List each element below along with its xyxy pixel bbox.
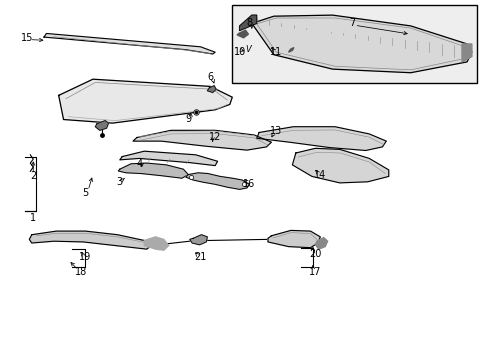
Text: 6: 6 (207, 72, 213, 82)
Polygon shape (239, 15, 256, 31)
Text: 15: 15 (20, 33, 33, 43)
Polygon shape (95, 121, 108, 130)
Text: 12: 12 (208, 132, 221, 142)
Text: 10: 10 (233, 47, 245, 57)
Text: 4: 4 (136, 159, 142, 169)
Polygon shape (59, 79, 232, 123)
Text: 19: 19 (79, 252, 92, 262)
Polygon shape (267, 230, 320, 248)
Polygon shape (29, 231, 151, 249)
Text: 1: 1 (30, 213, 36, 223)
Polygon shape (237, 30, 248, 38)
Polygon shape (118, 163, 188, 178)
Text: 2: 2 (30, 171, 36, 181)
Polygon shape (292, 148, 388, 183)
Polygon shape (44, 33, 215, 54)
Text: 16: 16 (243, 179, 255, 189)
Polygon shape (315, 238, 327, 249)
Text: 8: 8 (246, 18, 252, 28)
Polygon shape (461, 44, 471, 62)
Text: 18: 18 (74, 267, 87, 277)
Polygon shape (185, 173, 249, 189)
Text: 5: 5 (82, 188, 88, 198)
Text: 13: 13 (269, 126, 282, 136)
Text: 9: 9 (185, 114, 191, 124)
Text: 11: 11 (269, 47, 282, 57)
Text: 21: 21 (194, 252, 206, 262)
Text: V: V (245, 45, 251, 54)
Polygon shape (288, 48, 293, 52)
Polygon shape (189, 235, 207, 245)
Polygon shape (120, 151, 217, 166)
Text: 14: 14 (313, 170, 326, 180)
Polygon shape (144, 237, 168, 250)
Polygon shape (133, 130, 271, 150)
Text: 7: 7 (348, 18, 354, 28)
Text: 3: 3 (117, 177, 122, 187)
Polygon shape (251, 15, 471, 73)
Text: 20: 20 (308, 249, 321, 259)
Polygon shape (207, 86, 216, 93)
Bar (232, 5, 476, 83)
Polygon shape (256, 127, 386, 150)
Text: 17: 17 (308, 267, 321, 277)
